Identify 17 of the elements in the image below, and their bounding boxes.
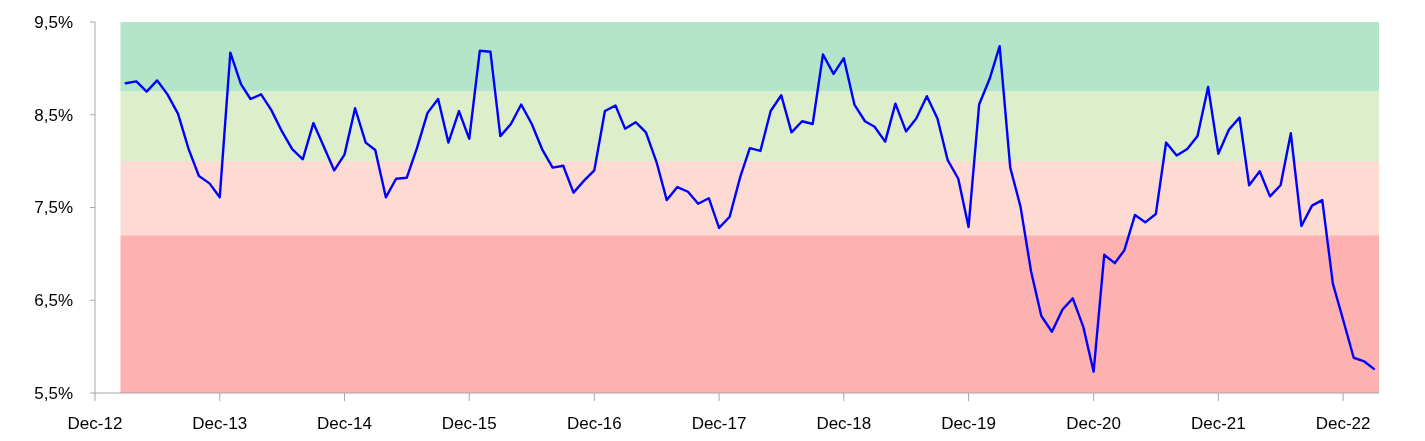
x-tick-label: Dec-14 bbox=[317, 414, 372, 433]
y-tick-label: 7,5% bbox=[34, 198, 73, 218]
x-tick-label: Dec-21 bbox=[1190, 414, 1246, 433]
y-tick-label: 8,5% bbox=[34, 105, 73, 125]
y-tick-label: 9,5% bbox=[34, 12, 73, 32]
x-tick-label: Dec-16 bbox=[566, 414, 622, 433]
x-tick-label: Dec-12 bbox=[67, 414, 123, 433]
y-tick-label: 5,5% bbox=[34, 383, 73, 403]
y-tick-label: 6,5% bbox=[34, 291, 73, 311]
x-tick-label: Dec-15 bbox=[441, 414, 497, 433]
x-tick-label: Dec-13 bbox=[192, 414, 248, 433]
line-series bbox=[124, 44, 1376, 373]
x-tick-label: Dec-22 bbox=[1315, 414, 1371, 433]
x-tick-label: Dec-19 bbox=[941, 414, 996, 433]
x-tick-label: Dec-17 bbox=[691, 414, 747, 433]
x-tick-label: Dec-18 bbox=[816, 414, 872, 433]
x-tick-label: Dec-20 bbox=[1066, 414, 1122, 433]
